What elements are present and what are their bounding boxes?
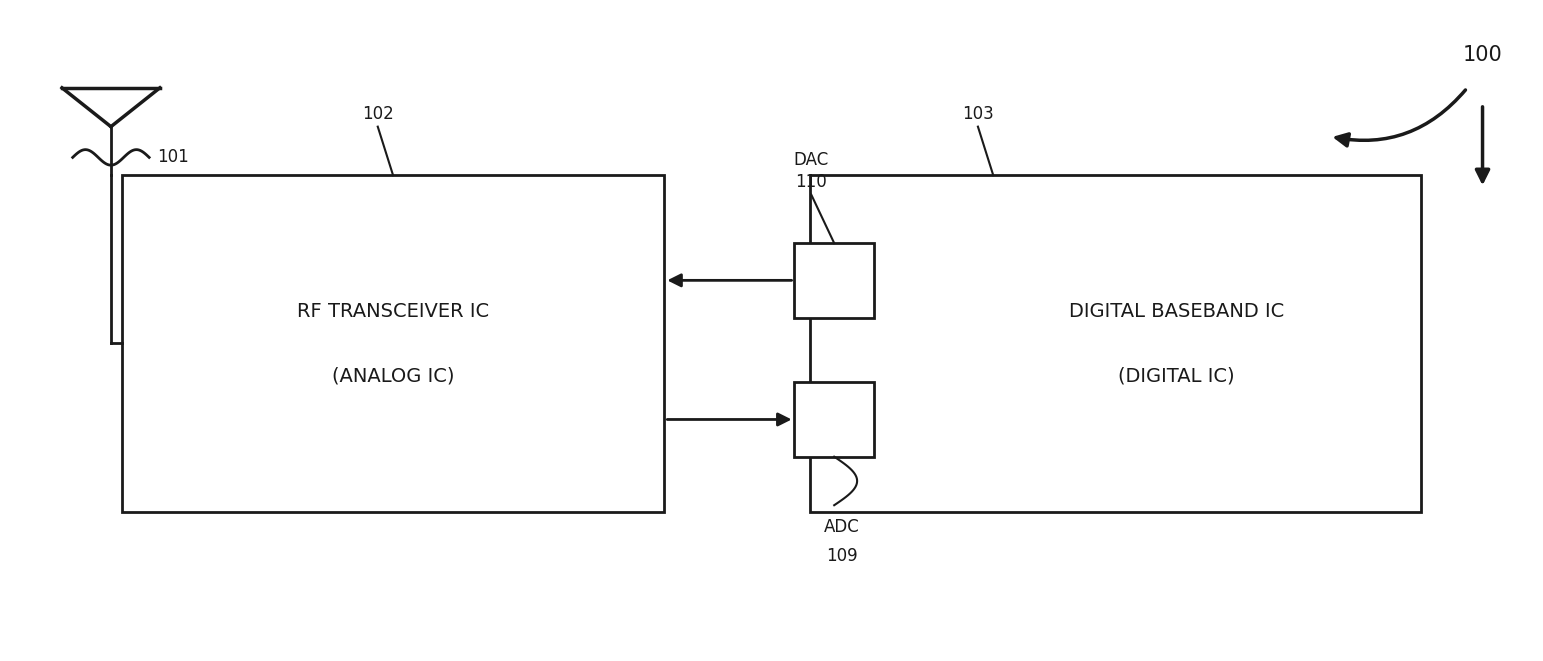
Bar bbox=[795, 382, 873, 457]
Text: 110: 110 bbox=[795, 173, 827, 192]
Text: (ANALOG IC): (ANALOG IC) bbox=[332, 366, 454, 385]
Text: RF TRANSCEIVER IC: RF TRANSCEIVER IC bbox=[296, 301, 489, 321]
Bar bbox=[810, 175, 1421, 512]
Text: 109: 109 bbox=[826, 547, 858, 565]
Text: 103: 103 bbox=[961, 105, 994, 124]
Text: (DIGITAL IC): (DIGITAL IC) bbox=[1119, 366, 1234, 385]
Bar bbox=[122, 175, 665, 512]
Text: ADC: ADC bbox=[824, 518, 859, 536]
Text: 100: 100 bbox=[1463, 45, 1503, 65]
Text: DIGITAL BASEBAND IC: DIGITAL BASEBAND IC bbox=[1069, 301, 1284, 321]
Bar bbox=[795, 243, 873, 317]
Text: 101: 101 bbox=[157, 149, 188, 167]
Text: 102: 102 bbox=[363, 105, 393, 124]
Text: DAC: DAC bbox=[793, 151, 829, 169]
